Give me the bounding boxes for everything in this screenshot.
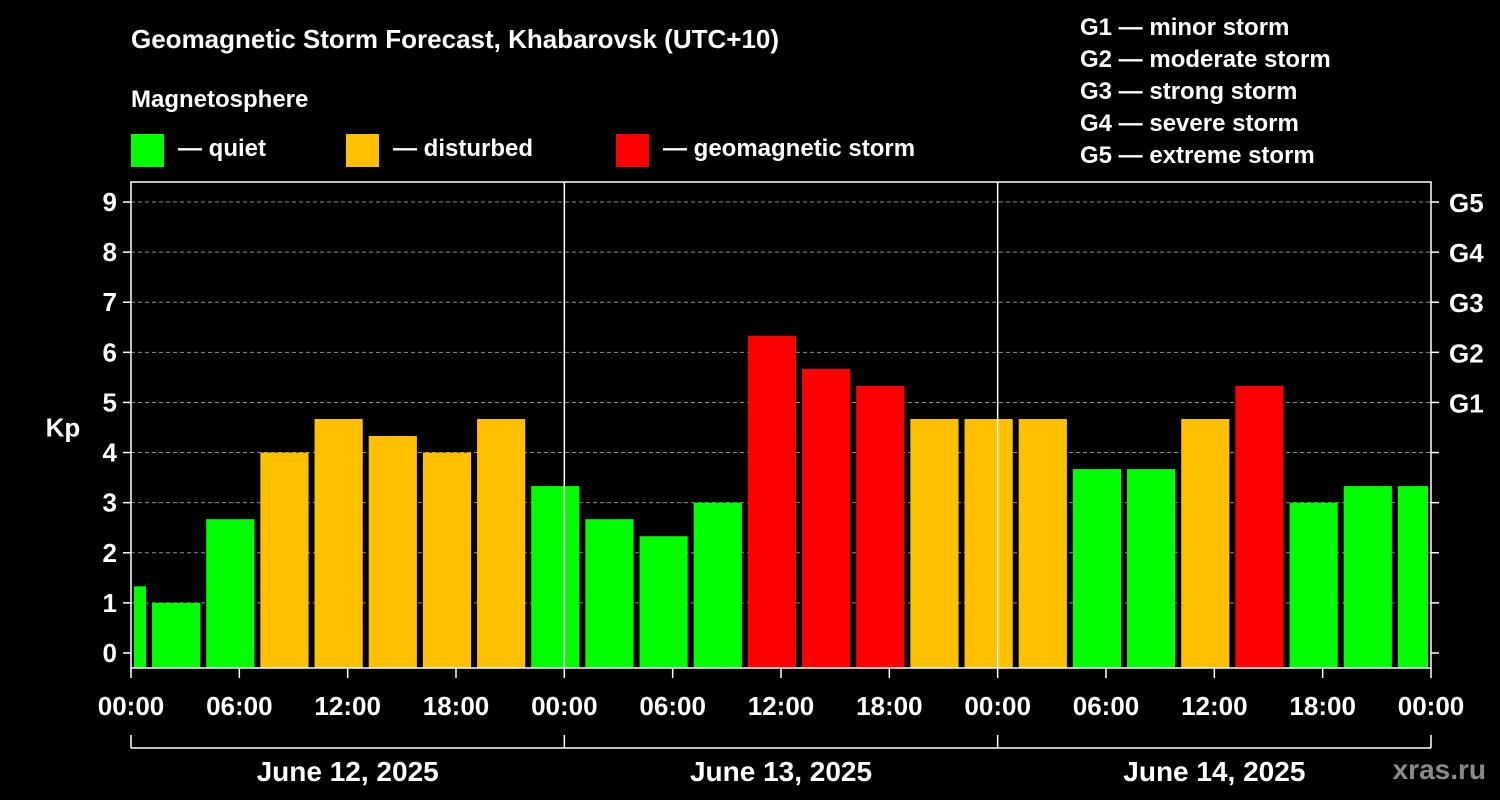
- y-tick-label: 3: [103, 488, 117, 518]
- g-scale-label: G5: [1449, 188, 1484, 218]
- day-label: June 13, 2025: [690, 756, 872, 787]
- bar-disturbed: [477, 418, 526, 668]
- bar-quiet: [639, 536, 688, 668]
- g-scale-label: G3: [1449, 288, 1484, 318]
- bar-storm: [747, 335, 797, 668]
- y-tick-label: 2: [103, 538, 117, 568]
- x-tick-label: 06:00: [1073, 691, 1140, 721]
- y-tick-label: 5: [103, 387, 117, 417]
- y-tick-label: 9: [103, 187, 117, 217]
- legend-swatch-disturbed: [346, 134, 379, 167]
- legend-title: Magnetosphere: [131, 86, 309, 113]
- x-tick-label: 12:00: [748, 691, 815, 721]
- bar-quiet: [152, 602, 201, 668]
- y-tick-label: 4: [103, 438, 118, 468]
- bar-disturbed: [422, 452, 472, 668]
- x-tick-label: 18:00: [856, 691, 923, 721]
- y-tick-label: 1: [103, 588, 117, 618]
- x-tick-label: 00:00: [531, 691, 598, 721]
- bar-storm: [1235, 385, 1284, 668]
- legend-label-disturbed: — disturbed: [393, 135, 534, 162]
- chart-title: Geomagnetic Storm Forecast, Khabarovsk (…: [131, 24, 780, 54]
- bar-quiet: [134, 586, 147, 668]
- y-tick-label: 7: [103, 287, 117, 317]
- legend-swatch-quiet: [131, 134, 164, 167]
- storm-scale-g3: G3 — strong storm: [1080, 78, 1298, 105]
- bar-quiet: [1397, 486, 1428, 668]
- bar-disturbed: [260, 452, 309, 668]
- g-scale-label: G2: [1449, 338, 1484, 368]
- y-axis-label: Kp: [46, 413, 81, 443]
- y-tick-label: 6: [103, 337, 117, 367]
- bar-quiet: [1072, 469, 1122, 668]
- x-tick-label: 12:00: [1181, 691, 1248, 721]
- g-scale-label: G1: [1449, 388, 1484, 418]
- bar-disturbed: [964, 418, 1013, 668]
- x-tick-label: 00:00: [1398, 691, 1465, 721]
- x-tick-label: 18:00: [423, 691, 490, 721]
- storm-scale-g4: G4 — severe storm: [1080, 110, 1299, 137]
- bar-quiet: [585, 519, 634, 668]
- x-tick-label: 00:00: [964, 691, 1031, 721]
- x-tick-label: 06:00: [639, 691, 706, 721]
- day-label: June 12, 2025: [257, 756, 439, 787]
- legend-label-quiet: — quiet: [178, 135, 266, 162]
- bar-disturbed: [910, 418, 959, 668]
- bar-storm: [802, 368, 851, 668]
- storm-scale-g2: G2 — moderate storm: [1080, 46, 1331, 73]
- bar-disturbed: [368, 436, 417, 668]
- bar-disturbed: [1018, 418, 1067, 668]
- day-label: June 14, 2025: [1123, 756, 1305, 787]
- y-tick-label: 8: [103, 237, 117, 267]
- bar-disturbed: [1181, 418, 1230, 668]
- x-tick-label: 00:00: [98, 691, 165, 721]
- x-tick-label: 12:00: [314, 691, 381, 721]
- y-tick-label: 0: [103, 638, 117, 668]
- bar-quiet: [206, 519, 255, 668]
- bar-storm: [856, 385, 905, 668]
- legend-label-storm: — geomagnetic storm: [663, 135, 916, 162]
- storm-scale-g5: G5 — extreme storm: [1080, 142, 1315, 169]
- legend-swatch-storm: [616, 134, 649, 167]
- g-scale-label: G4: [1449, 238, 1484, 268]
- watermark: xras.ru: [1392, 754, 1486, 785]
- bar-quiet: [1289, 502, 1338, 668]
- bar-quiet: [531, 486, 580, 668]
- storm-scale-g1: G1 — minor storm: [1080, 14, 1290, 41]
- bar-disturbed: [314, 418, 363, 668]
- x-tick-label: 18:00: [1289, 691, 1356, 721]
- bar-quiet: [1127, 469, 1176, 668]
- bar-quiet: [1343, 486, 1392, 668]
- x-tick-label: 06:00: [206, 691, 273, 721]
- bar-quiet: [693, 502, 742, 668]
